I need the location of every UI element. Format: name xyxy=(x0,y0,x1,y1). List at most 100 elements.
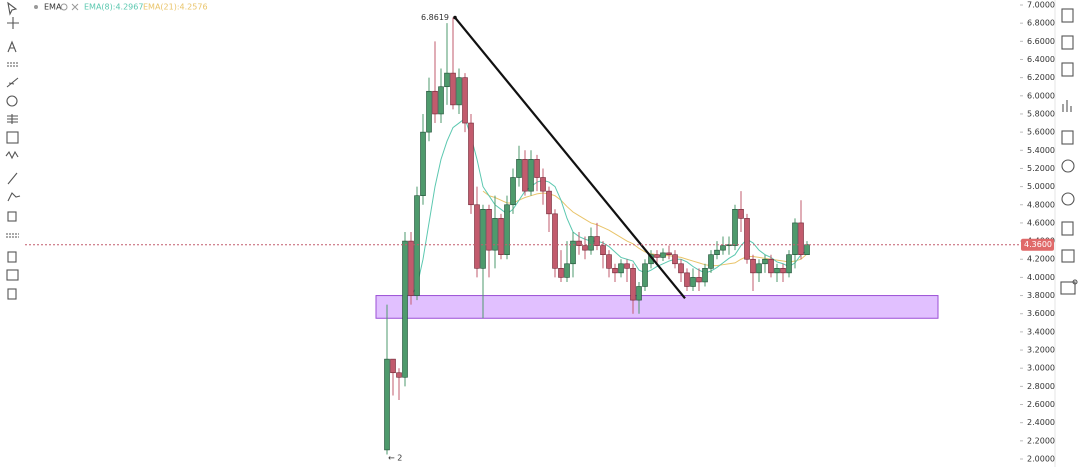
pro-badge xyxy=(1072,279,1078,285)
candle-body xyxy=(390,358,396,374)
candle-body xyxy=(414,195,420,296)
y-tick-label: 6.4000 xyxy=(1027,55,1055,64)
support-zone xyxy=(375,295,939,319)
candle-body xyxy=(798,222,804,255)
candle-body xyxy=(660,252,666,258)
candle-body xyxy=(594,236,600,246)
lock-tool[interactable] xyxy=(7,211,17,222)
y-tick-label: 2.6000 xyxy=(1027,400,1055,409)
alerts-button[interactable] xyxy=(1061,35,1074,50)
remove-indicator[interactable] xyxy=(71,3,79,11)
text-tool[interactable] xyxy=(7,40,17,53)
candle-body xyxy=(630,268,636,301)
lines-tool[interactable] xyxy=(7,114,18,124)
visibility-toggle[interactable] xyxy=(60,3,68,11)
y-tick-label: 6.8000 xyxy=(1027,19,1055,28)
grid-tool[interactable] xyxy=(6,131,19,144)
left-toolbar xyxy=(5,1,21,300)
candle-body xyxy=(588,236,594,251)
pro-button[interactable] xyxy=(1060,281,1076,295)
candle-body xyxy=(474,204,480,269)
y-tick-label: 4.0000 xyxy=(1027,273,1055,282)
candle-body xyxy=(690,277,696,287)
y-tick-label: 6.6000 xyxy=(1027,37,1055,46)
calendar-button[interactable] xyxy=(1061,62,1074,77)
shape-tool[interactable] xyxy=(6,95,18,107)
candle-body xyxy=(684,272,690,287)
wave-tool[interactable] xyxy=(5,150,19,160)
delete-tool[interactable] xyxy=(7,288,17,300)
candle-body xyxy=(438,86,444,115)
clock-button[interactable] xyxy=(1061,159,1075,173)
y-tick-label: 3.6000 xyxy=(1027,309,1055,318)
candle-body xyxy=(570,240,576,265)
candle-body xyxy=(678,263,684,274)
candle-body xyxy=(558,268,564,278)
candle-body xyxy=(444,72,450,88)
candle-body xyxy=(492,218,498,251)
candle-body xyxy=(408,240,414,296)
candle-body xyxy=(696,277,702,283)
last-price-label: 4.3600 xyxy=(1024,240,1052,249)
candle-body xyxy=(516,159,522,178)
candle-body xyxy=(528,159,534,192)
screenshot-tool[interactable] xyxy=(6,269,19,281)
cursor-tool[interactable] xyxy=(7,1,18,16)
y-tick-label: 6.0000 xyxy=(1027,91,1055,100)
ruler-tool[interactable] xyxy=(7,172,18,185)
pattern-tool[interactable] xyxy=(7,62,19,67)
brush-tool[interactable] xyxy=(7,192,21,202)
indicator-name: EMA xyxy=(44,3,62,12)
candle-body xyxy=(384,358,390,451)
y-tick-label: 3.0000 xyxy=(1027,364,1055,373)
watchlist-button[interactable] xyxy=(1061,8,1074,23)
candle-body xyxy=(702,268,708,283)
candle-body xyxy=(432,90,438,115)
candle-body xyxy=(618,263,624,274)
candle-body xyxy=(762,258,768,265)
candle-body xyxy=(576,240,582,246)
candle-body xyxy=(450,72,456,106)
right-toolbar xyxy=(1060,8,1078,295)
candle-body xyxy=(396,372,402,378)
plot: 2.0000 2.2000 2.4000 2.6000 2.8000 3.0000 3.20… xyxy=(25,1,1055,464)
candle-body xyxy=(456,77,462,106)
candle-body xyxy=(606,254,612,269)
last-price-badge xyxy=(1021,238,1054,251)
trendline xyxy=(454,16,686,299)
y-tick-label: 5.8000 xyxy=(1027,109,1055,118)
y-tick-label: 2.8000 xyxy=(1027,382,1055,391)
y-tick-label: 2.0000 xyxy=(1027,455,1055,464)
crosshair-tool[interactable] xyxy=(7,17,19,29)
compass-button[interactable] xyxy=(1061,192,1075,206)
candle-body xyxy=(780,268,786,274)
candle-body xyxy=(600,245,606,255)
candle-body xyxy=(642,263,648,287)
y-tick-label: 5.6000 xyxy=(1027,128,1055,137)
y-tick-label: 3.2000 xyxy=(1027,346,1055,355)
candle-body xyxy=(552,213,558,269)
ruler-measure-tool[interactable] xyxy=(6,233,19,238)
candle-body xyxy=(624,263,630,269)
w-button[interactable] xyxy=(1061,249,1075,263)
data-button[interactable] xyxy=(1062,100,1072,112)
candle-body xyxy=(540,177,546,192)
magnet-tool[interactable] xyxy=(7,251,17,263)
notes-button[interactable] xyxy=(1061,221,1074,236)
candle-body xyxy=(756,263,762,274)
candle-body xyxy=(534,159,540,178)
y-tick-label: 4.6000 xyxy=(1027,218,1055,227)
ema8-line xyxy=(410,117,808,296)
candle-body xyxy=(654,254,660,258)
ideas-button[interactable] xyxy=(1061,130,1074,145)
low-label: ← 2 xyxy=(388,454,402,463)
ema8-value: EMA(8):4.2967 xyxy=(84,3,143,12)
y-tick-label: 6.2000 xyxy=(1027,73,1055,82)
candle-body xyxy=(792,222,798,255)
candle-body xyxy=(480,209,486,269)
fib-tool[interactable] xyxy=(6,77,19,88)
y-tick-label: 4.8000 xyxy=(1027,200,1055,209)
y-tick-label: 4.2000 xyxy=(1027,255,1055,264)
candle-body xyxy=(804,244,810,256)
